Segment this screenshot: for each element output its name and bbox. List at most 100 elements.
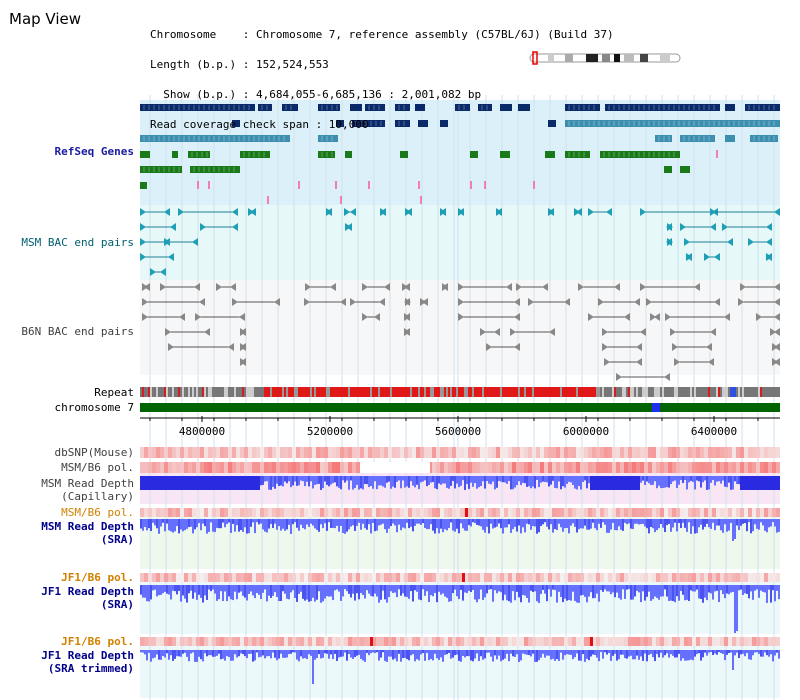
depth-bar <box>446 476 448 488</box>
polymorphism-cell <box>696 637 700 646</box>
depth-bar <box>434 519 436 534</box>
depth-bar <box>572 519 574 524</box>
track-label-msm-b6-pol-1[interactable]: MSM/B6 pol. <box>61 461 134 474</box>
track-label-msm-depth-cap[interactable]: MSM Read Depth <box>41 477 134 490</box>
polymorphism-cell <box>256 508 260 517</box>
depth-bar <box>466 585 468 594</box>
depth-bar <box>574 476 576 489</box>
depth-bar <box>168 650 170 660</box>
depth-bar <box>242 519 244 532</box>
depth-bar <box>558 650 560 661</box>
polymorphism-cell <box>648 573 652 582</box>
track-label-chromosome[interactable]: chromosome 7 <box>54 401 134 414</box>
depth-bar <box>722 519 724 533</box>
polymorphism-cell <box>224 573 228 582</box>
polymorphism-cell <box>420 508 424 517</box>
polymorphism-cell <box>604 637 608 646</box>
depth-bar <box>182 650 184 654</box>
polymorphism-cell <box>520 573 524 582</box>
depth-bar <box>376 650 378 653</box>
depth-bar <box>648 519 650 534</box>
polymorphism-cell <box>228 462 232 473</box>
depth-bar <box>750 650 752 660</box>
bac-end-marker <box>304 298 310 306</box>
polymorphism-cell <box>776 508 780 517</box>
bac-end-marker <box>160 268 166 276</box>
depth-bar <box>174 585 176 592</box>
depth-bar <box>544 650 546 658</box>
track-label-msm-b6-pol-2[interactable]: MSM/B6 pol. <box>61 506 134 519</box>
track-label-msm-depth-sra[interactable]: MSM Read Depth <box>41 520 134 533</box>
polymorphism-cell <box>184 508 188 517</box>
depth-bar <box>720 519 722 531</box>
depth-bar <box>254 585 256 599</box>
track-label-jf1-b6-pol-1[interactable]: JF1/B6 pol. <box>61 571 134 584</box>
depth-bar <box>576 585 578 603</box>
depth-bar <box>282 650 284 658</box>
track-label-jf1-depth-sra[interactable]: JF1 Read Depth <box>41 585 134 598</box>
track-label-repeat[interactable]: Repeat <box>94 386 134 399</box>
polymorphism-cell <box>436 573 440 582</box>
depth-bar <box>236 585 238 600</box>
bac-end-marker <box>232 223 238 231</box>
depth-bar <box>416 519 418 524</box>
polymorphism-cell <box>472 462 476 473</box>
polymorphism-cell <box>324 573 328 582</box>
repeat-feature <box>672 387 674 397</box>
polymorphism-cell <box>176 573 180 582</box>
depth-bar <box>408 585 410 599</box>
depth-bar <box>320 585 322 603</box>
track-label-refseq[interactable]: RefSeq Genes <box>54 145 134 158</box>
depth-bar <box>216 650 218 656</box>
track-label-dbsnp[interactable]: dbSNP(Mouse) <box>54 446 134 459</box>
track-label-jf1-depth-trim[interactable]: JF1 Read Depth <box>41 649 134 662</box>
bac-end-marker <box>192 238 198 246</box>
polymorphism-cell <box>584 462 588 473</box>
repeat-feature <box>508 387 510 397</box>
depth-bar <box>290 585 292 593</box>
polymorphism-cell <box>336 508 340 517</box>
depth-bar <box>334 519 336 529</box>
repeat-feature <box>456 387 458 397</box>
snp-density-cell <box>288 447 292 458</box>
polymorphism-cell <box>724 508 728 517</box>
depth-bar <box>404 650 406 658</box>
polymorphism-cell <box>756 637 760 646</box>
depth-bar <box>498 476 500 481</box>
polymorphism-cell <box>340 573 344 582</box>
depth-bar <box>500 476 502 482</box>
depth-bar <box>422 650 424 654</box>
depth-bar <box>154 650 156 658</box>
bac-end-marker <box>216 283 222 291</box>
depth-bar <box>770 585 772 603</box>
track-label-jf1-b6-pol-2[interactable]: JF1/B6 pol. <box>61 635 134 648</box>
depth-bar <box>302 585 304 599</box>
depth-bar <box>184 519 186 531</box>
polymorphism-cell <box>308 573 312 582</box>
depth-bar <box>502 519 504 534</box>
polymorphism-cell <box>508 462 512 473</box>
depth-bar <box>524 476 526 484</box>
depth-bar <box>342 585 344 597</box>
depth-bar <box>680 519 682 529</box>
depth-bar <box>282 585 284 592</box>
snp-density-cell <box>140 447 144 458</box>
repeat-feature <box>274 387 276 397</box>
depth-bar <box>738 650 740 659</box>
depth-bar <box>308 476 310 487</box>
track-label-b6n-bac[interactable]: B6N BAC end pairs <box>21 325 134 338</box>
depth-bar <box>392 519 394 524</box>
repeat-feature <box>512 387 514 397</box>
depth-bar <box>278 585 280 602</box>
depth-bar <box>424 585 426 596</box>
repeat-feature <box>594 387 596 397</box>
track-label-msm-bac[interactable]: MSM BAC end pairs <box>21 236 134 249</box>
polymorphism-cell <box>352 462 356 473</box>
depth-bar <box>344 519 346 534</box>
polymorphism-cell <box>456 573 460 582</box>
depth-bar <box>762 585 764 592</box>
repeat-feature <box>202 387 204 397</box>
repeat-feature <box>318 387 320 397</box>
polymorphism-cell <box>192 462 196 473</box>
